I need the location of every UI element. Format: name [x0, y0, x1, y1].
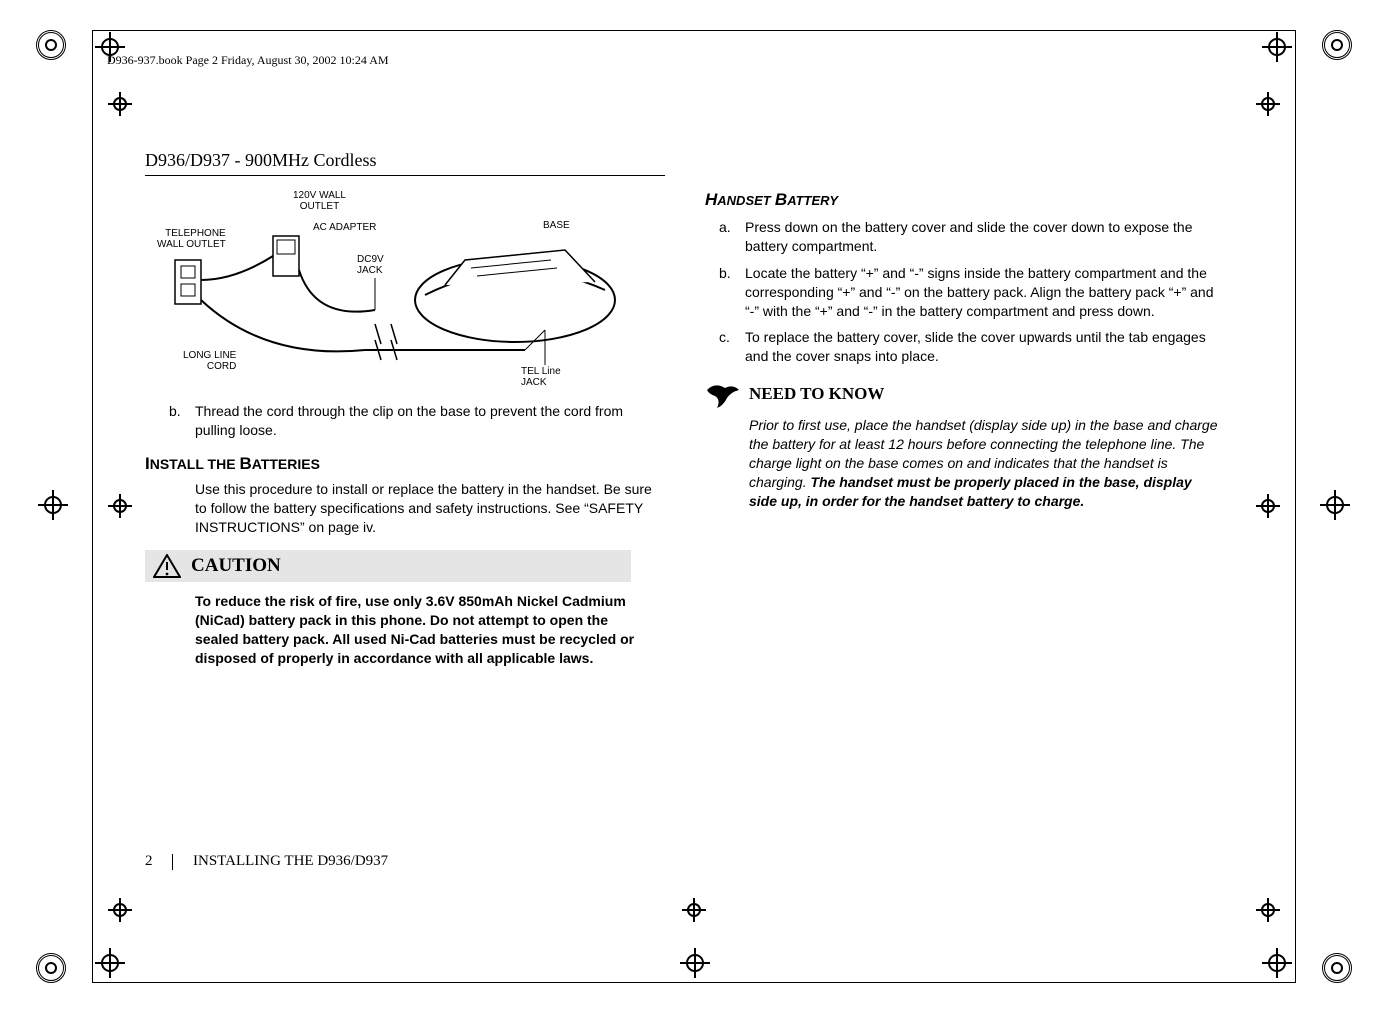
list-marker: b.: [719, 264, 731, 283]
left-step-b-text: Thread the cord through the clip on the …: [195, 403, 623, 438]
caution-bar: CAUTION: [145, 550, 631, 582]
heading-part: ATTERIES: [252, 456, 320, 472]
heading-part: THE: [204, 456, 240, 472]
regmark-inner-bottom-mid: [682, 898, 706, 922]
list-marker: a.: [719, 218, 731, 237]
label-long-line: LONG LINE CORD: [183, 350, 236, 372]
handset-battery-heading: HANDSET BATTERY: [705, 190, 1225, 210]
heading-part: B: [775, 190, 787, 209]
handset-steps: a. Press down on the battery cover and s…: [705, 218, 1225, 366]
install-paragraph: Use this procedure to install or replace…: [195, 480, 665, 537]
caution-word: CAUTION: [191, 555, 281, 577]
heading-part: ANDSET: [717, 193, 770, 208]
regmark-outer-tl: [95, 32, 125, 62]
label-tel-line: TEL Line JACK: [521, 366, 561, 388]
label-ac-adapter: AC ADAPTER: [313, 222, 376, 233]
connection-diagram: 120V WALL OUTLET TELEPHONE WALL OUTLET A…: [165, 190, 645, 390]
heading-part: H: [705, 190, 717, 209]
regmark-inner-br: [1256, 898, 1280, 922]
left-step-list: b. Thread the cord through the clip on t…: [145, 402, 665, 440]
need-to-know-row: NEED TO KNOW: [705, 382, 1225, 410]
header-rule: [145, 175, 665, 176]
file-path-text: D936-937.book Page 2 Friday, August 30, …: [107, 53, 389, 68]
handset-step-b-text: Locate the battery “+” and “-” signs ins…: [745, 265, 1213, 319]
regmark-right-mid: [1320, 490, 1350, 520]
regmark-bottom-mid: [680, 948, 710, 978]
left-step-b: b. Thread the cord through the clip on t…: [195, 402, 665, 440]
caution-triangle-icon: [153, 554, 181, 578]
regmark-left-mid: [38, 490, 68, 520]
right-column: HANDSET BATTERY a. Press down on the bat…: [705, 190, 1225, 668]
spiral-mark-top-right: [1322, 30, 1352, 60]
bird-icon: [705, 382, 741, 410]
caution-body: To reduce the risk of fire, use only 3.6…: [195, 592, 635, 668]
diagram-svg: [165, 190, 645, 390]
regmark-outer-br: [1262, 948, 1292, 978]
page-content: D936/D937 - 900MHz Cordless: [145, 150, 1245, 870]
heading-part: ATTERY: [787, 193, 838, 208]
regmark-inner-left-mid: [108, 494, 132, 518]
heading-part: B: [239, 454, 251, 473]
label-120v-wall: 120V WALL OUTLET: [293, 190, 346, 212]
label-base: BASE: [543, 220, 570, 231]
ntk-bold: The handset must be properly placed in t…: [749, 474, 1192, 509]
install-batteries-heading: INSTALL THE BATTERIES: [145, 454, 665, 474]
handset-step-c-text: To replace the battery cover, slide the …: [745, 329, 1206, 364]
need-to-know-title: NEED TO KNOW: [749, 384, 884, 404]
two-column-layout: 120V WALL OUTLET TELEPHONE WALL OUTLET A…: [145, 190, 1245, 668]
spiral-mark-top-left: [36, 30, 66, 60]
need-to-know-body: Prior to first use, place the handset (d…: [749, 416, 1219, 510]
handset-step-c: c. To replace the battery cover, slide t…: [745, 328, 1225, 366]
handset-step-a-text: Press down on the battery cover and slid…: [745, 219, 1193, 254]
list-marker: c.: [719, 328, 730, 347]
spiral-mark-bottom-right: [1322, 953, 1352, 983]
label-telephone-wall: TELEPHONE WALL OUTLET: [157, 228, 226, 250]
label-dc9v: DC9V JACK: [357, 254, 384, 276]
regmark-inner-tr: [1256, 92, 1280, 116]
page-number: 2: [145, 853, 153, 869]
spiral-mark-bottom-left: [36, 953, 66, 983]
regmark-outer-bl: [95, 948, 125, 978]
regmark-outer-tr: [1262, 32, 1292, 62]
handset-step-b: b. Locate the battery “+” and “-” signs …: [745, 264, 1225, 321]
page-footer: 2 INSTALLING THE D936/D937: [145, 853, 388, 870]
regmark-inner-right-mid: [1256, 494, 1280, 518]
left-column: 120V WALL OUTLET TELEPHONE WALL OUTLET A…: [145, 190, 665, 668]
regmark-inner-bl: [108, 898, 132, 922]
footer-divider: [172, 854, 173, 870]
regmark-inner-tl: [108, 92, 132, 116]
document-header: D936/D937 - 900MHz Cordless: [145, 150, 1245, 171]
heading-part: NSTALL: [150, 456, 204, 472]
handset-step-a: a. Press down on the battery cover and s…: [745, 218, 1225, 256]
list-marker: b.: [169, 402, 181, 421]
footer-section-title: INSTALLING THE D936/D937: [193, 853, 388, 869]
